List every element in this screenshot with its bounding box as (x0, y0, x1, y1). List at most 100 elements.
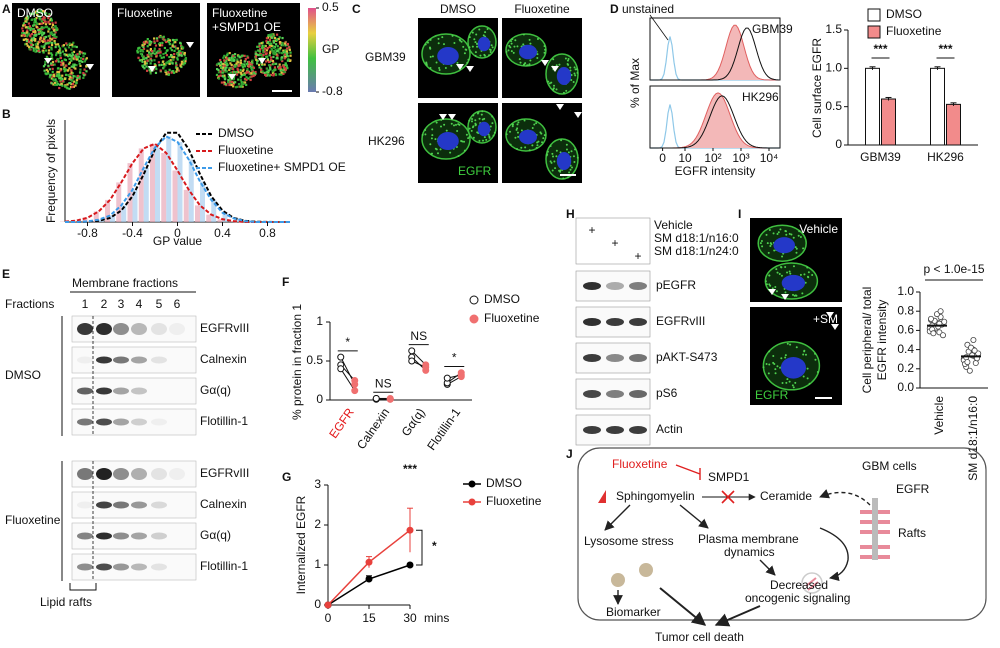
pixel (47, 27, 50, 30)
pixel (46, 14, 49, 18)
speckle (558, 169, 561, 172)
pixel (34, 34, 37, 37)
pixel (240, 80, 243, 84)
pixel (30, 33, 34, 36)
pixel (64, 49, 68, 52)
pixel (71, 53, 74, 56)
pixel (48, 76, 51, 79)
density-line (65, 135, 290, 223)
pixel (162, 56, 165, 59)
data-point (365, 575, 373, 583)
pixel (254, 55, 258, 58)
speckle (472, 136, 475, 139)
pixel (50, 38, 53, 41)
speckle (814, 358, 817, 361)
speckle (560, 139, 563, 142)
pixel (232, 81, 235, 84)
image-label: Vehicle (799, 222, 838, 236)
speckle (545, 154, 548, 157)
plot-label: GBM39 (752, 22, 793, 36)
blot-band (113, 323, 129, 335)
speckle (767, 251, 770, 254)
pixel (51, 67, 54, 70)
pixel (232, 55, 235, 58)
pixel (153, 40, 156, 43)
pixel (28, 25, 32, 28)
data-point (386, 394, 394, 402)
pixel (252, 66, 255, 70)
panel-letter: I (738, 207, 741, 221)
pixel (219, 64, 222, 67)
arrow (759, 559, 776, 576)
speckle (784, 230, 787, 233)
pixel (150, 54, 153, 58)
speckle (768, 274, 771, 277)
pixel (165, 54, 168, 57)
speckle (516, 123, 519, 126)
pixel (48, 13, 51, 16)
pixel (79, 64, 82, 67)
pixel (26, 44, 29, 47)
pixel (233, 56, 237, 59)
pixel (66, 55, 70, 58)
pixel (278, 42, 282, 45)
speckle (512, 51, 515, 54)
histogram-bar (132, 189, 138, 222)
pixel (34, 50, 37, 53)
speckle (481, 110, 484, 113)
speckle (536, 37, 539, 40)
pixel (261, 44, 264, 47)
pixel (67, 62, 71, 66)
pixel (177, 69, 180, 72)
pixel (282, 65, 286, 69)
nucleus (519, 44, 537, 60)
blot-band (77, 563, 93, 571)
pixel (267, 41, 270, 44)
panel-letter: F (282, 275, 289, 289)
pixel (21, 27, 24, 30)
pixel (40, 31, 44, 34)
pixel (22, 38, 26, 41)
blot-band (629, 318, 647, 326)
pixel (173, 49, 176, 52)
pixel (159, 35, 162, 38)
pixel (72, 50, 76, 53)
speckle (483, 117, 486, 120)
pixel (288, 48, 291, 52)
speckle (424, 133, 427, 136)
pixel (270, 47, 273, 50)
significance: *** (873, 42, 887, 56)
pixel (67, 69, 70, 72)
blot-band (629, 282, 647, 290)
pixel (56, 70, 59, 74)
pixel (50, 48, 53, 51)
panel-letter: B (2, 107, 11, 121)
nucleus (556, 67, 572, 85)
pixel (137, 47, 140, 50)
pixel (53, 75, 56, 78)
x-unit: mins (424, 611, 449, 625)
pixel (34, 39, 37, 42)
pixel (285, 52, 288, 55)
pixel (272, 39, 275, 42)
pixel (158, 36, 161, 39)
speckle (536, 53, 539, 56)
pixel (82, 57, 85, 61)
pixel (85, 57, 88, 60)
speckle (509, 46, 512, 49)
pixel (36, 13, 39, 17)
protein-label: Calnexin (200, 497, 247, 511)
pixel (50, 31, 53, 34)
speckle (524, 146, 527, 149)
histogram-bar (155, 147, 160, 222)
micrograph (112, 3, 200, 97)
speckle (576, 156, 579, 159)
y-tick-label: 0 (316, 392, 323, 406)
speckle (567, 58, 570, 61)
pixel (31, 13, 34, 16)
pixel (53, 35, 56, 38)
pixel (180, 60, 184, 63)
speckle (440, 125, 443, 128)
speckle (441, 36, 444, 39)
pixel (216, 63, 219, 66)
